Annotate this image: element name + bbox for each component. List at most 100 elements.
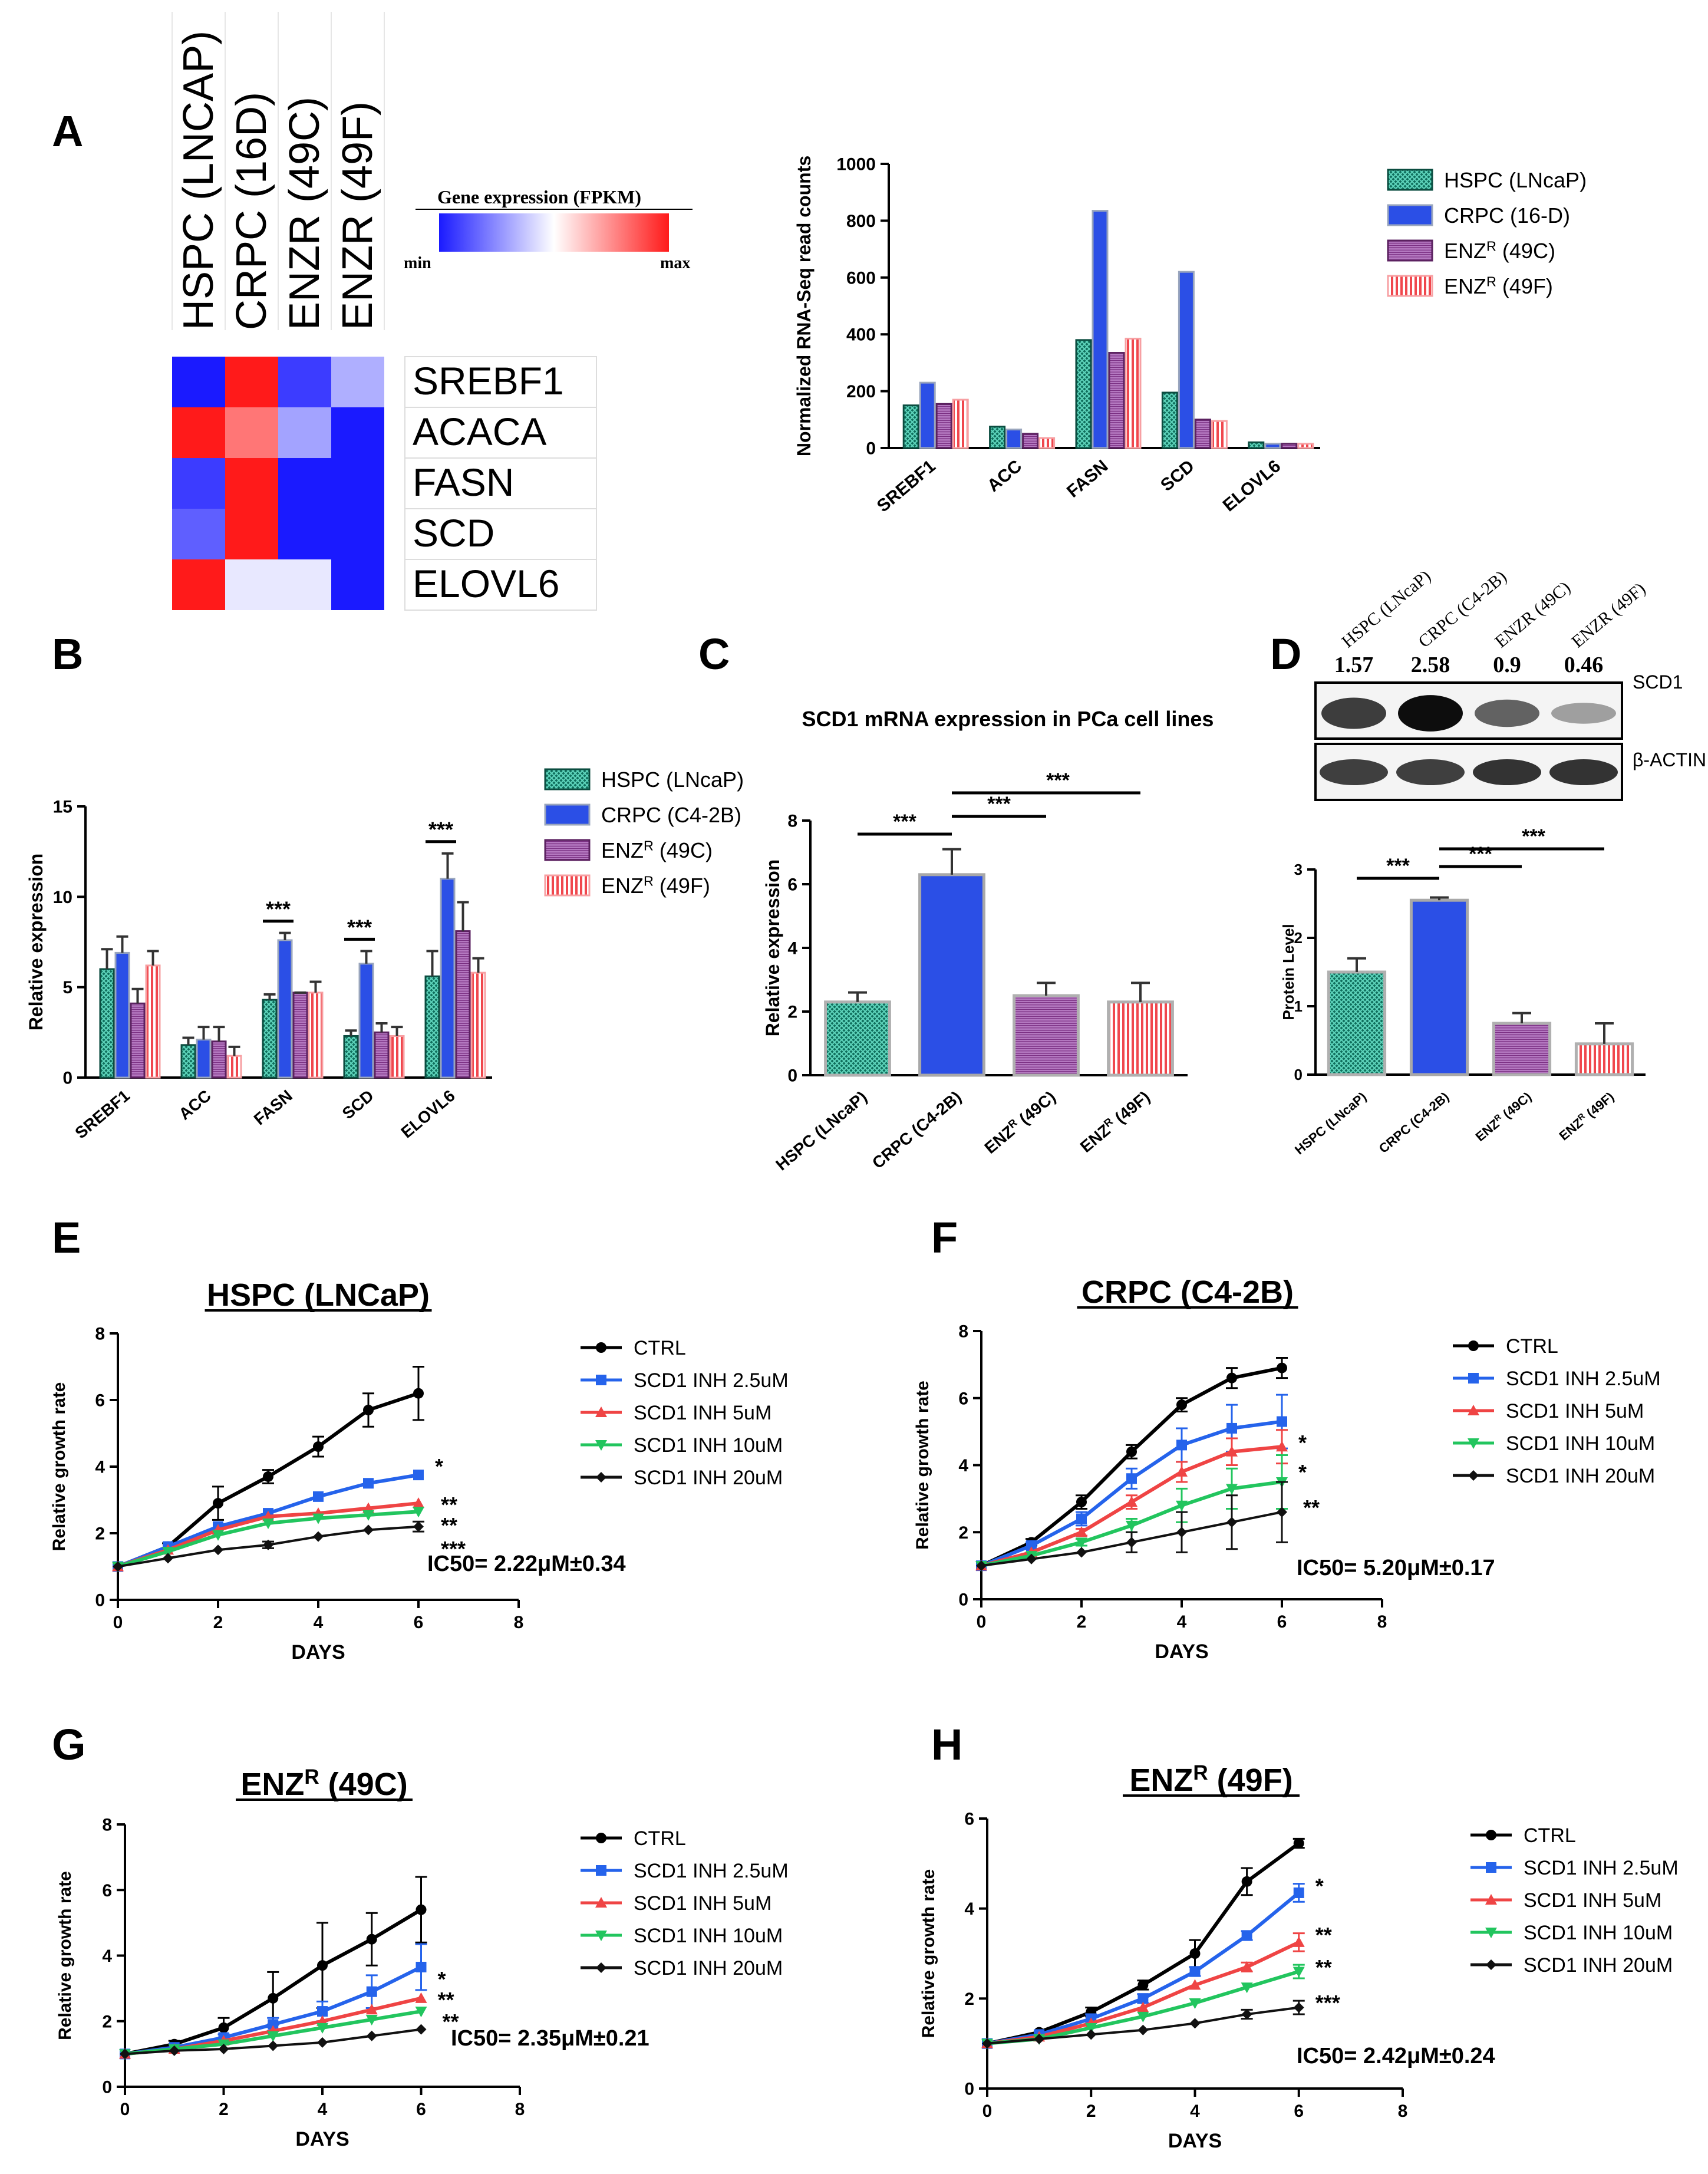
ic50-label: IC50= 2.22μM±0.34 bbox=[427, 1552, 626, 1576]
bar bbox=[308, 992, 324, 1079]
data-point bbox=[1468, 1470, 1479, 1481]
y-tick-label: 8 bbox=[102, 1816, 112, 1835]
y-tick-label: 4 bbox=[102, 1946, 112, 1966]
panel-label-h: H bbox=[931, 1720, 962, 1769]
data-point bbox=[413, 1388, 424, 1399]
x-tick-label: 4 bbox=[314, 1613, 324, 1632]
ic50-label: IC50= 5.20μM±0.17 bbox=[1297, 1556, 1495, 1580]
ic50-label: IC50= 2.35μM±0.21 bbox=[451, 2026, 649, 2051]
x-tick-label: 2 bbox=[213, 1613, 223, 1632]
bar bbox=[1161, 391, 1178, 449]
western-value: 2.58 bbox=[1411, 653, 1450, 677]
legend-label: HSPC (LNcaP) bbox=[1444, 168, 1587, 192]
data-point bbox=[1137, 1979, 1149, 1991]
category-label: ELOVL6 bbox=[1219, 456, 1285, 515]
heatmap-cell bbox=[225, 559, 278, 610]
bar bbox=[935, 403, 952, 449]
data-point bbox=[1277, 1416, 1287, 1427]
data-point bbox=[1189, 1966, 1201, 1977]
data-point bbox=[982, 2038, 993, 2049]
y-tick-label: 0 bbox=[1294, 1066, 1303, 1083]
legend-label: ENZR (49C) bbox=[601, 838, 713, 862]
x-tick-label: 8 bbox=[1398, 2101, 1408, 2121]
significance-label: *** bbox=[1046, 769, 1070, 792]
data-point bbox=[595, 1440, 607, 1451]
ic50-label: IC50= 2.42μM±0.24 bbox=[1297, 2044, 1495, 2068]
significance-label: *** bbox=[347, 915, 372, 939]
x-tick-label: 0 bbox=[977, 1612, 987, 1632]
significance-mark: ** bbox=[1303, 1496, 1320, 1520]
category-label: FASN bbox=[1063, 456, 1112, 502]
heatmap-cell bbox=[225, 458, 278, 509]
data-point bbox=[1241, 1930, 1252, 1941]
heatmap-legend-max: max bbox=[660, 254, 690, 272]
significance-label: *** bbox=[266, 897, 291, 921]
bar bbox=[1194, 419, 1211, 449]
heatmap-cell bbox=[331, 509, 384, 559]
category-label: ENZR (49C) bbox=[1473, 1089, 1535, 1144]
bar bbox=[470, 971, 486, 1079]
data-point bbox=[1293, 1837, 1304, 1849]
bar bbox=[1327, 970, 1387, 1076]
legend-label: SCD1 INH 10uM bbox=[634, 1925, 783, 1947]
data-point bbox=[1137, 2011, 1149, 2023]
y-tick-label: 1 bbox=[1294, 997, 1303, 1015]
significance-label: *** bbox=[1386, 855, 1410, 877]
data-point bbox=[317, 2037, 328, 2048]
x-axis-label: DAYS bbox=[295, 2128, 349, 2150]
significance-mark: * bbox=[1298, 1431, 1307, 1455]
significance-mark: ** bbox=[443, 2010, 459, 2034]
data-point bbox=[1241, 1961, 1253, 1972]
heatmap-legend: Gene expression (FPKM) min max bbox=[404, 186, 693, 272]
heatmap-cell bbox=[278, 407, 331, 458]
heatmap-column-label: HSPC (LNCAP) bbox=[175, 31, 222, 330]
legend-label: SCD1 INH 2.5uM bbox=[634, 1369, 789, 1392]
data-point bbox=[316, 2023, 328, 2034]
bar bbox=[824, 1000, 891, 1077]
data-point bbox=[365, 2014, 378, 2025]
data-point bbox=[1241, 2009, 1252, 2020]
data-point bbox=[1468, 1405, 1479, 1415]
data-point bbox=[1292, 1967, 1305, 1978]
significance-label: *** bbox=[428, 818, 453, 842]
data-point bbox=[596, 1342, 606, 1353]
data-point bbox=[113, 1561, 123, 1572]
x-tick-label: 0 bbox=[113, 1613, 123, 1632]
bar bbox=[1248, 441, 1265, 449]
y-tick-label: 0 bbox=[958, 1590, 968, 1610]
data-point bbox=[169, 2045, 180, 2056]
y-tick-label: 3 bbox=[1294, 861, 1303, 878]
data-point bbox=[313, 1491, 324, 1502]
legend-label: SCD1 INH 20uM bbox=[634, 1467, 783, 1489]
legend-swatch bbox=[544, 803, 591, 826]
legend-swatch bbox=[1387, 239, 1433, 262]
x-axis-label: DAYS bbox=[291, 1641, 345, 1664]
bar bbox=[1092, 210, 1109, 449]
data-point bbox=[1468, 1373, 1479, 1384]
data-point bbox=[1293, 2002, 1304, 2013]
bar bbox=[1492, 1022, 1552, 1076]
heatmap-cell bbox=[225, 407, 278, 458]
bar bbox=[277, 939, 293, 1079]
significance-mark: * bbox=[1298, 1460, 1307, 1484]
legend-swatch bbox=[544, 839, 591, 861]
bar bbox=[424, 975, 440, 1079]
western-actin-band bbox=[1549, 759, 1618, 785]
category-label: CRPC (C4-2B) bbox=[869, 1088, 965, 1172]
data-point bbox=[1486, 1862, 1496, 1873]
legend-label: SCD1 INH 5uM bbox=[1524, 1889, 1661, 1912]
data-point bbox=[1189, 1979, 1201, 1990]
heatmap-cell bbox=[172, 407, 225, 458]
chart-b-relative-expression: 0 5 10 15 Relative expression SREBF1 ACC FASN SC… bbox=[25, 768, 744, 1142]
legend-label: CTRL bbox=[1506, 1335, 1558, 1358]
bar bbox=[1005, 429, 1023, 449]
data-point bbox=[1226, 1517, 1237, 1528]
heatmap-column-label: ENZR (49C) bbox=[281, 97, 328, 330]
bar bbox=[389, 1035, 405, 1079]
heatmap-row-label: ELOVL6 bbox=[413, 562, 560, 605]
bar bbox=[114, 951, 130, 1079]
data-point bbox=[213, 1544, 223, 1556]
data-point bbox=[1026, 1540, 1037, 1551]
x-axis-label: DAYS bbox=[1155, 1641, 1208, 1663]
data-point bbox=[415, 1992, 427, 2003]
